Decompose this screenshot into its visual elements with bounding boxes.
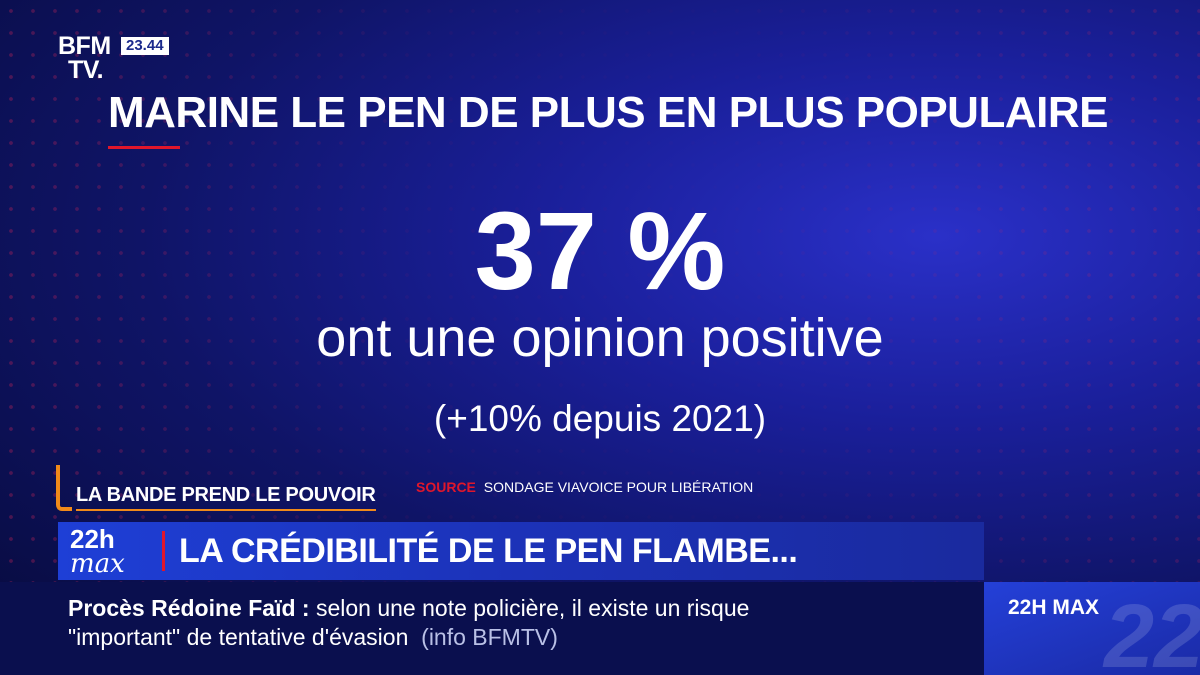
clock-badge: 23.44	[121, 37, 169, 55]
big-percentage: 37 %	[474, 190, 726, 313]
title-underline	[108, 146, 180, 149]
bfmtv-logo: BFM TV.	[58, 32, 111, 84]
program-logo-bottom: max	[70, 549, 125, 579]
ticker-line-2: "important" de tentative d'évasion (info…	[68, 624, 558, 651]
ticker-credit: (info BFMTV)	[421, 624, 558, 650]
ticker-text-layer: Procès Rédoine Faïd : selon une note pol…	[0, 582, 984, 675]
ticker-line-1: Procès Rédoine Faïd : selon une note pol…	[68, 595, 749, 622]
ticker-line2-text: "important" de tentative d'évasion	[68, 624, 409, 650]
corner-program-badge: 22 22H MAX	[984, 582, 1200, 675]
corner-ghost-text: 22	[1104, 587, 1200, 675]
source-key: SOURCE	[416, 479, 476, 495]
program-logo: 22h max	[58, 522, 162, 580]
slide-title: MARINE LE PEN DE PLUS EN PLUS POPULAIRE	[108, 88, 1108, 137]
news-ticker	[0, 582, 984, 675]
program-logo-top: 22h	[70, 524, 115, 554]
banner-separator	[162, 531, 165, 571]
source-text: SONDAGE VIAVOICE POUR LIBÉRATION	[483, 479, 754, 495]
change-since-2021: (+10% depuis 2021)	[433, 398, 767, 439]
banner-headline: LA CRÉDIBILITÉ DE LE PEN FLAMBE...	[179, 531, 798, 570]
opinion-subtitle: ont une opinion positive	[316, 308, 884, 368]
show-name: LA BANDE PREND LE POUVOIR	[76, 484, 376, 511]
orange-hook-icon	[56, 465, 72, 511]
ticker-line1-rest: selon une note policière, il existe un r…	[315, 595, 750, 621]
show-tag: LA BANDE PREND LE POUVOIR	[56, 465, 376, 511]
logo-line2: TV.	[68, 56, 104, 84]
ticker-separator: :	[295, 595, 316, 621]
logo-line1: BFM	[58, 32, 111, 60]
corner-label: 22H MAX	[1008, 596, 1100, 619]
headline-banner: 22h max LA CRÉDIBILITÉ DE LE PEN FLAMBE.…	[58, 522, 984, 580]
source-line: SOURCE SONDAGE VIAVOICE POUR LIBÉRATION	[416, 479, 753, 495]
ticker-topic: Procès Rédoine Faïd	[68, 595, 296, 621]
